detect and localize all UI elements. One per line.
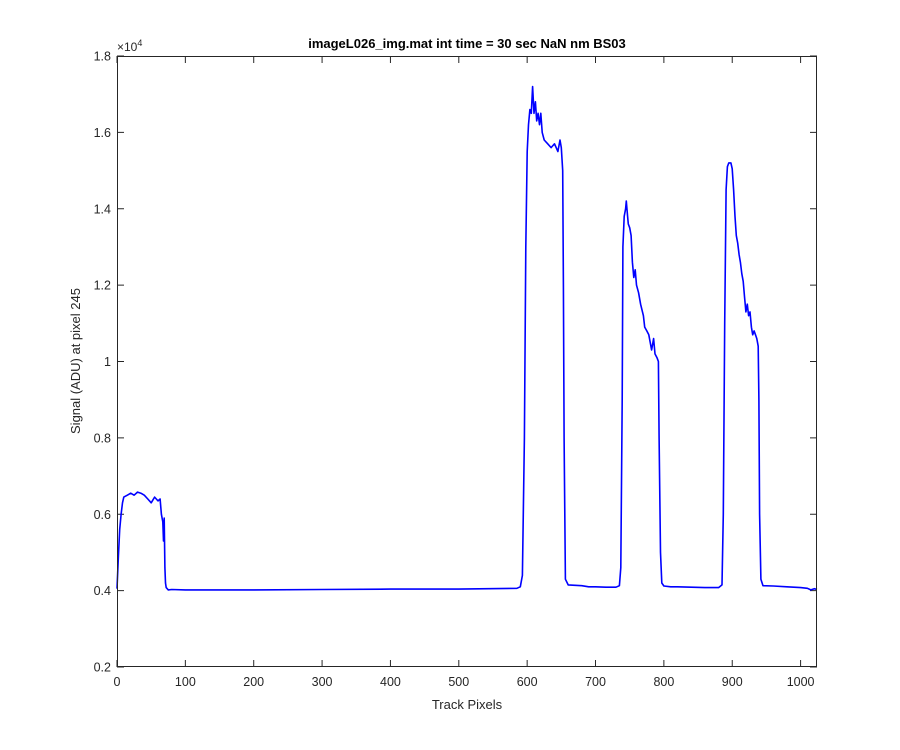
x-tick-label: 500 xyxy=(448,675,469,689)
y-tick-label: 1 xyxy=(104,355,111,369)
y-tick-label: 1.2 xyxy=(94,279,111,293)
x-tick-label: 0 xyxy=(114,675,121,689)
y-multiplier: ×104 xyxy=(117,38,142,54)
x-tick-label: 400 xyxy=(380,675,401,689)
y-multiplier-base: ×10 xyxy=(117,40,138,54)
x-tick-label: 1000 xyxy=(787,675,815,689)
y-tick-label: 1.4 xyxy=(94,202,111,216)
x-tick-label: 200 xyxy=(243,675,264,689)
x-tick-label: 800 xyxy=(653,675,674,689)
y-tick-label: 0.4 xyxy=(94,584,111,598)
axes-box xyxy=(117,56,817,667)
data-line xyxy=(116,85,818,591)
y-tick-label: 1.6 xyxy=(94,126,111,140)
x-tick-label: 900 xyxy=(722,675,743,689)
y-tick-label: 0.2 xyxy=(94,661,111,675)
y-axis-ticks: 0.2 0.4 0.6 0.8 1 1.2 1.4 1.6 1.8 xyxy=(94,50,817,675)
chart-title: imageL026_img.mat int time = 30 sec NaN … xyxy=(308,36,626,51)
y-tick-label: 1.8 xyxy=(94,50,111,64)
x-axis-ticks: 0 100 200 300 400 500 600 700 800 900 1000 xyxy=(114,56,815,689)
y-axis-label: Signal (ADU) at pixel 245 xyxy=(68,288,83,434)
y-tick-label: 0.8 xyxy=(94,431,111,445)
plot-area xyxy=(117,56,817,667)
x-tick-label: 600 xyxy=(517,675,538,689)
x-tick-label: 700 xyxy=(585,675,606,689)
x-axis-label: Track Pixels xyxy=(432,697,503,712)
y-tick-label: 0.6 xyxy=(94,508,111,522)
x-tick-label: 300 xyxy=(312,675,333,689)
x-tick-label: 100 xyxy=(175,675,196,689)
y-multiplier-exponent: 4 xyxy=(137,38,142,48)
